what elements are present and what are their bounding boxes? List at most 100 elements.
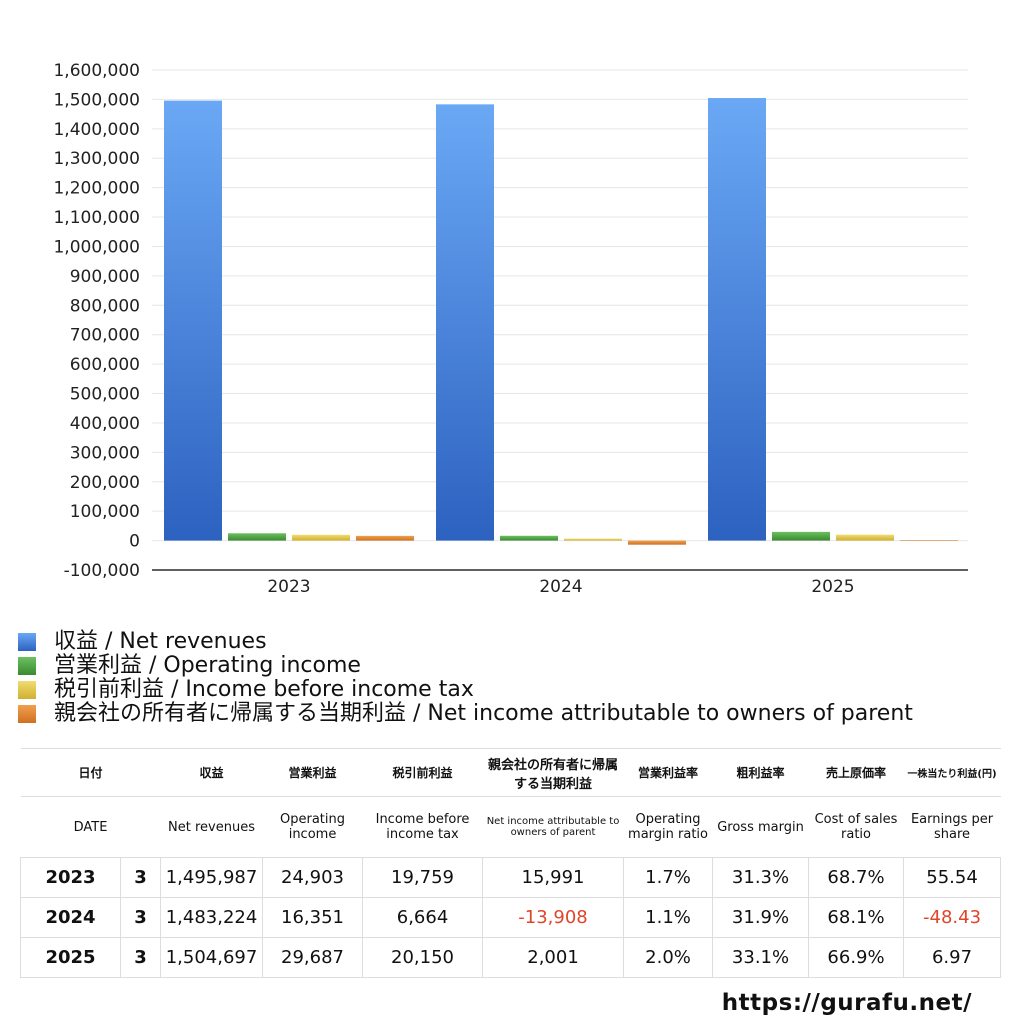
value-cell: 6,664 bbox=[362, 897, 484, 938]
bar-4-2023 bbox=[356, 535, 414, 541]
header-cell: Operating margin ratio bbox=[623, 796, 713, 858]
value-cell: -48.43 bbox=[903, 897, 1002, 938]
y-tick-label: 100,000 bbox=[70, 502, 140, 522]
y-tick-label: 1,500,000 bbox=[53, 90, 140, 110]
value-cell: 2,001 bbox=[482, 937, 625, 978]
bar-3-2023 bbox=[292, 534, 350, 541]
value-cell: -13,908 bbox=[482, 897, 625, 938]
year-cell: 2024 bbox=[20, 897, 121, 938]
header-cell: 日付 bbox=[20, 748, 161, 797]
value-cell: 16,351 bbox=[262, 897, 364, 938]
value-cell: 1.1% bbox=[623, 897, 714, 938]
y-tick-label: 0 bbox=[129, 532, 140, 552]
footer-url[interactable]: https://gurafu.net/ bbox=[721, 990, 972, 1016]
header-cell: Operating income bbox=[262, 796, 363, 858]
y-tick-label: 1,100,000 bbox=[53, 208, 140, 228]
header-cell: Cost of sales ratio bbox=[808, 796, 904, 858]
header-row-en: DATE Net revenues Operating income Incom… bbox=[20, 796, 1001, 858]
value-cell: 55.54 bbox=[903, 857, 1002, 898]
value-cell: 66.9% bbox=[808, 937, 905, 978]
header-cell: 営業利益 bbox=[262, 748, 363, 797]
bar-3-2024 bbox=[564, 538, 622, 541]
value-cell: 33.1% bbox=[712, 937, 810, 978]
legend-item: 営業利益 / Operating income bbox=[18, 654, 913, 678]
legend-item: 収益 / Net revenues bbox=[18, 630, 913, 654]
header-row-ja: 日付 収益 営業利益 税引前利益 親会社の所有者に帰属する当期利益 営業利益率 … bbox=[20, 748, 1001, 797]
y-tick-label: 700,000 bbox=[70, 326, 140, 346]
bar-2-2025 bbox=[772, 531, 830, 541]
y-tick-label: 300,000 bbox=[70, 443, 140, 463]
bar-3-2025 bbox=[836, 534, 894, 541]
y-tick-label: 400,000 bbox=[70, 414, 140, 434]
legend-swatch bbox=[18, 657, 36, 675]
y-tick-label: 500,000 bbox=[70, 385, 140, 405]
header-cell: 売上原価率 bbox=[808, 748, 904, 797]
header-cell: Earnings per share bbox=[903, 796, 1001, 858]
value-cell: 68.7% bbox=[808, 857, 905, 898]
y-tick-label: 200,000 bbox=[70, 473, 140, 493]
bar-chart: 1,600,000 1,500,000 1,400,000 1,300,000 1,20… bbox=[53, 61, 968, 597]
month-cell: 3 bbox=[119, 897, 162, 938]
value-cell: 20,150 bbox=[362, 937, 484, 978]
y-tick-label: 1,200,000 bbox=[53, 179, 140, 199]
year-cell: 2025 bbox=[20, 937, 121, 978]
value-cell: 31.3% bbox=[712, 857, 810, 898]
x-tick-label: 2023 bbox=[267, 577, 310, 597]
y-tick-label: 900,000 bbox=[70, 267, 140, 287]
header-cell: Income before income tax bbox=[362, 796, 483, 858]
legend-item: 親会社の所有者に帰属する当期利益 / Net income attributab… bbox=[18, 702, 913, 726]
value-cell: 68.1% bbox=[808, 897, 905, 938]
legend-swatch bbox=[18, 681, 36, 699]
legend-label: 収益 / Net revenues bbox=[54, 629, 267, 654]
header-cell: Net revenues bbox=[160, 796, 263, 858]
y-tick-label: 600,000 bbox=[70, 355, 140, 375]
legend-label: 親会社の所有者に帰属する当期利益 / Net income attributab… bbox=[54, 701, 913, 726]
bar-1-2024 bbox=[436, 104, 494, 541]
value-cell: 6.97 bbox=[903, 937, 1002, 978]
legend-swatch bbox=[18, 633, 36, 651]
financial-table: 日付 収益 営業利益 税引前利益 親会社の所有者に帰属する当期利益 営業利益率 … bbox=[20, 748, 1002, 978]
legend-label: 営業利益 / Operating income bbox=[54, 653, 361, 678]
bar-4-2025 bbox=[900, 539, 958, 541]
value-cell: 24,903 bbox=[262, 857, 364, 898]
value-cell: 31.9% bbox=[712, 897, 810, 938]
bar-2-2024 bbox=[500, 535, 558, 541]
legend-item: 税引前利益 / Income before income tax bbox=[18, 678, 913, 702]
value-cell: 1,483,224 bbox=[160, 897, 264, 938]
month-cell: 3 bbox=[119, 857, 162, 898]
y-tick-label: -100,000 bbox=[64, 561, 140, 581]
value-cell: 1.7% bbox=[623, 857, 714, 898]
legend: 収益 / Net revenues 営業利益 / Operating incom… bbox=[18, 630, 913, 726]
y-tick-label: 1,400,000 bbox=[53, 120, 140, 140]
value-cell: 29,687 bbox=[262, 937, 364, 978]
bar-1-2025 bbox=[708, 98, 766, 541]
y-tick-label: 1,300,000 bbox=[53, 149, 140, 169]
value-cell: 1,495,987 bbox=[160, 857, 264, 898]
bar-1-2023 bbox=[164, 100, 222, 541]
header-cell: 営業利益率 bbox=[623, 748, 713, 797]
header-cell: 一株当たり利益(円) bbox=[903, 748, 1001, 797]
header-cell: 収益 bbox=[160, 748, 263, 797]
table-row: 2023 3 1,495,987 24,903 19,759 15,991 1.7% 31.3… bbox=[20, 857, 1002, 898]
y-tick-label: 1,600,000 bbox=[53, 61, 140, 81]
value-cell: 19,759 bbox=[362, 857, 484, 898]
legend-swatch bbox=[18, 705, 36, 723]
header-cell: DATE bbox=[20, 796, 161, 858]
y-tick-label: 800,000 bbox=[70, 296, 140, 316]
y-tick-label: 1,000,000 bbox=[53, 237, 140, 257]
header-cell: Net income attributable to owners of par… bbox=[482, 796, 624, 858]
value-cell: 2.0% bbox=[623, 937, 714, 978]
value-cell: 1,504,697 bbox=[160, 937, 264, 978]
header-cell: Gross margin bbox=[712, 796, 809, 858]
x-tick-label: 2024 bbox=[539, 577, 582, 597]
legend-label: 税引前利益 / Income before income tax bbox=[54, 677, 474, 702]
table-row: 2024 3 1,483,224 16,351 6,664 -13,908 1.1% 31.9… bbox=[20, 897, 1002, 938]
month-cell: 3 bbox=[119, 937, 162, 978]
bar-4-2024 bbox=[628, 540, 686, 545]
bar-2-2023 bbox=[228, 533, 286, 541]
header-cell: 税引前利益 bbox=[362, 748, 483, 797]
x-tick-label: 2025 bbox=[811, 577, 854, 597]
header-cell: 親会社の所有者に帰属する当期利益 bbox=[482, 748, 624, 797]
value-cell: 15,991 bbox=[482, 857, 625, 898]
header-cell: 粗利益率 bbox=[712, 748, 809, 797]
